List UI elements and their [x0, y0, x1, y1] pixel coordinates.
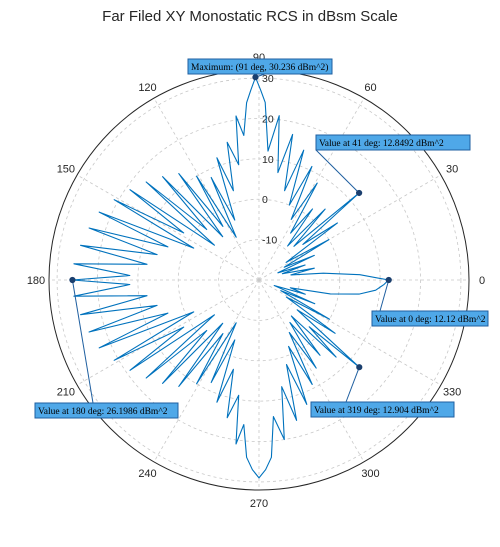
r-tick-label-20: 20 [262, 113, 274, 125]
datatip-marker-0[interactable] [252, 74, 259, 81]
chart-title: Far Filed XY Monostatic RCS in dBsm Scal… [102, 8, 398, 25]
datatip-leader-4 [71, 279, 94, 404]
r-tick-label-30: 30 [262, 73, 274, 85]
theta-tick-label-60: 60 [364, 82, 376, 94]
datatips-layer: Maximum: (91 deg, 30.236 dBm^2) Value at … [34, 58, 489, 419]
ring-10 [137, 158, 381, 402]
theta-tick-label-30: 30 [446, 164, 458, 176]
datatip-marker-4[interactable] [69, 276, 76, 284]
spoke-120 [153, 97, 260, 281]
r-tick-label-10: 10 [262, 154, 274, 166]
datatip-box-2[interactable] [371, 310, 489, 327]
datatip-marker-3[interactable] [356, 364, 363, 371]
spoke-240 [153, 279, 260, 463]
spoke-330 [258, 279, 442, 386]
theta-tick-label-300: 300 [361, 468, 379, 480]
theta-tick-label-180: 180 [27, 275, 45, 287]
spoke-60 [258, 97, 365, 281]
datatip-label-0: Maximum: (91 deg, 30.236 dBm^2) [191, 62, 328, 73]
datatip-leader-3 [345, 366, 360, 403]
spoke-30 [258, 174, 442, 281]
r-tick-label--10: -10 [262, 235, 277, 247]
theta-tick-label-0: 0 [479, 275, 485, 287]
theta-tick-label-240: 240 [138, 468, 156, 480]
datatip-box-3[interactable] [310, 401, 455, 418]
spoke-300 [258, 279, 365, 463]
datatip-label-3: Value at 319 deg: 12.904 dBm^2 [314, 406, 439, 416]
datatip-label-2: Value at 0 deg: 12.12 dBm^2 [375, 315, 486, 325]
datatip-marker-2[interactable] [385, 276, 392, 284]
datatip-box-4[interactable] [34, 402, 179, 419]
ring-0 [177, 198, 341, 362]
theta-tick-label-120: 120 [138, 82, 156, 94]
datatip-leader-2 [379, 279, 390, 312]
ring--10 [218, 239, 300, 321]
spoke-150 [76, 174, 260, 281]
r-tick-label-0: 0 [262, 194, 268, 206]
datatip-label-4: Value at 180 deg: 26.1986 dBm^2 [38, 407, 168, 417]
ring-20 [97, 118, 421, 442]
ring-30 [56, 77, 462, 483]
theta-tick-label-150: 150 [57, 164, 75, 176]
theta-tick-label-270: 270 [250, 498, 268, 510]
datatip-label-1: Value at 41 deg: 12.8492 dBm^2 [319, 139, 444, 149]
datatip-box-0[interactable] [187, 58, 333, 75]
datatip-marker-1[interactable] [356, 189, 363, 197]
spoke-210 [76, 279, 260, 386]
theta-tick-label-210: 210 [57, 387, 75, 399]
polar-grid [48, 69, 470, 491]
theta-tick-label-330: 330 [443, 387, 461, 399]
datatip-leader-1 [315, 149, 360, 194]
datatip-box-1[interactable] [315, 134, 471, 151]
